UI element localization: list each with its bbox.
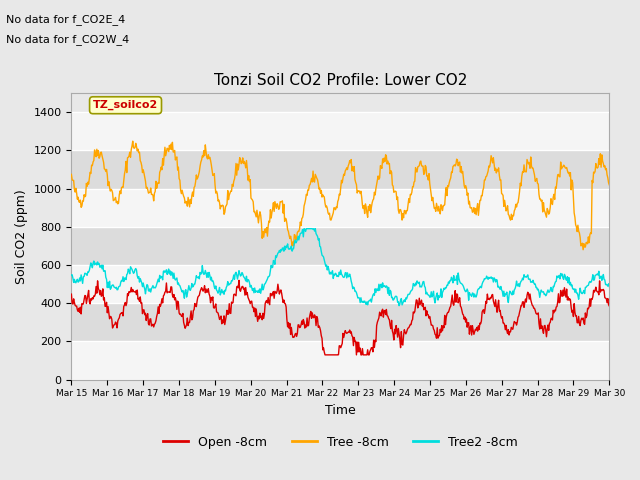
Text: No data for f_CO2E_4: No data for f_CO2E_4 [6, 14, 125, 25]
Bar [72, 112, 609, 150]
Bar [72, 227, 609, 265]
Bar [72, 265, 609, 303]
Bar [72, 341, 609, 380]
Bar [72, 150, 609, 189]
Bar [72, 303, 609, 341]
Text: TZ_soilco2: TZ_soilco2 [93, 100, 158, 110]
Title: Tonzi Soil CO2 Profile: Lower CO2: Tonzi Soil CO2 Profile: Lower CO2 [214, 72, 467, 87]
Bar [72, 189, 609, 227]
Legend: Open -8cm, Tree -8cm, Tree2 -8cm: Open -8cm, Tree -8cm, Tree2 -8cm [157, 431, 523, 454]
Text: No data for f_CO2W_4: No data for f_CO2W_4 [6, 34, 130, 45]
Y-axis label: Soil CO2 (ppm): Soil CO2 (ppm) [15, 189, 28, 284]
X-axis label: Time: Time [325, 404, 356, 417]
